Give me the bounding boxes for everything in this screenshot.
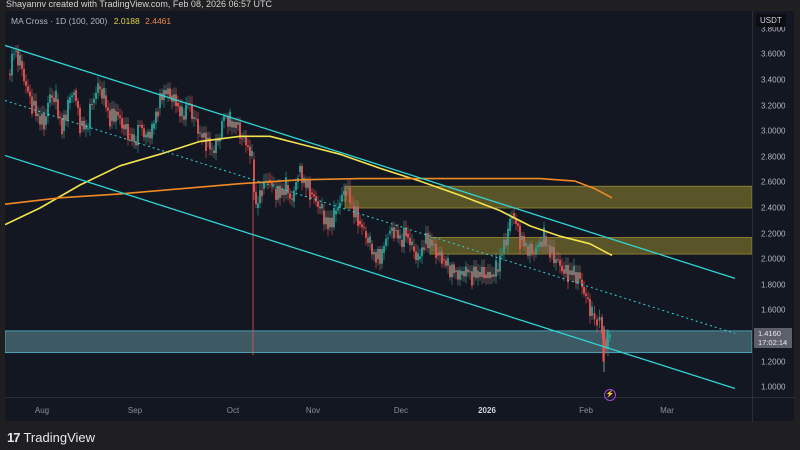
price-tick: 3.4000: [761, 75, 786, 85]
price-tick: 1.0000: [761, 382, 786, 392]
support-zone: [5, 330, 752, 354]
ma100-line: [5, 135, 613, 257]
last-price: 1.4160: [758, 329, 781, 338]
price-tick: 2.2000: [761, 229, 786, 239]
time-tick: Sep: [127, 406, 143, 415]
tradingview-brand: 17 TradingView: [7, 430, 95, 445]
time-tick: Mar: [660, 406, 674, 415]
time-tick: Aug: [34, 406, 50, 415]
price-tick: 1.8000: [761, 280, 786, 290]
ma200-value: 2.4461: [145, 16, 172, 26]
brand-name: TradingView: [23, 430, 96, 445]
time-tick: Feb: [579, 406, 593, 415]
price-tick: 3.8000: [761, 24, 786, 34]
channel-midline: [5, 100, 736, 334]
indicator-name: MA Cross · 1D (100, 200): [11, 16, 108, 26]
indicator-legend[interactable]: MA Cross · 1D (100, 200) 2.0188 2.4461: [11, 16, 171, 26]
price-tick: 2.4000: [761, 203, 786, 213]
bar-countdown: 17:02:14: [758, 338, 788, 347]
channel-lower-line: [5, 154, 736, 390]
supply-zone: [344, 185, 752, 209]
price-tick: 3.0000: [761, 126, 786, 136]
price-axis[interactable]: 3.8000 3.6000 3.4000 3.2000 3.0000 2.8000 2.60…: [752, 11, 795, 397]
indicator-lines-layer: [5, 44, 736, 390]
channel-upper-line: [5, 44, 736, 280]
price-tick: 1.6000: [761, 305, 786, 315]
price-tick: 3.2000: [761, 101, 786, 111]
flash-event-icon[interactable]: ⚡: [604, 389, 616, 401]
ma100-value: 2.0188: [113, 16, 140, 26]
price-tick: 3.6000: [761, 49, 786, 59]
last-price-tag: 1.4160 17:02:14: [754, 328, 792, 348]
price-tick: 2.6000: [761, 177, 786, 187]
time-tick: Dec: [393, 406, 409, 415]
time-axis[interactable]: Aug Sep Oct Nov Dec 2026 Feb Mar: [5, 397, 752, 422]
ma200-line: [5, 177, 613, 205]
price-tick: 2.0000: [761, 254, 786, 264]
price-tick: 2.8000: [761, 152, 786, 162]
time-tick: Oct: [226, 406, 240, 415]
time-tick: 2026: [478, 406, 496, 415]
axis-corner: [752, 397, 795, 422]
currency-label[interactable]: USDT: [756, 14, 786, 27]
zones-layer: [5, 185, 752, 354]
tradingview-logo-icon: 17: [7, 430, 21, 445]
time-tick: Nov: [305, 406, 321, 415]
price-tick: 1.2000: [761, 357, 786, 367]
chart-credit: Shayannv created with TradingView.com, F…: [6, 0, 272, 9]
